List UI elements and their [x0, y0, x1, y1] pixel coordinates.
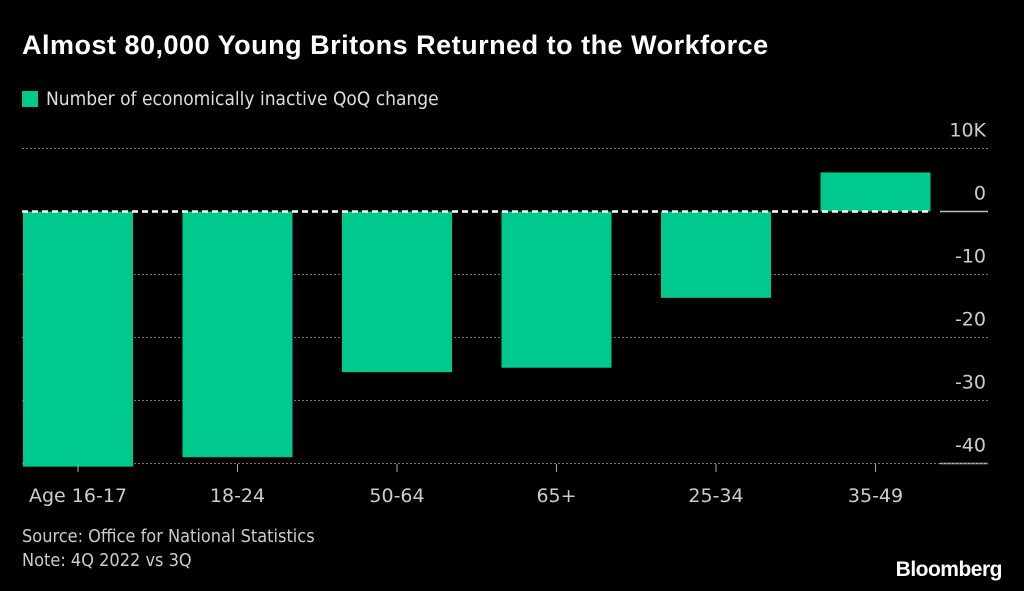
bar-18-24 [182, 211, 293, 458]
y-tick-label: -30 [955, 372, 986, 394]
y-tick-label: 10K [949, 120, 986, 142]
y-tick-label: -20 [955, 309, 986, 331]
bloomberg-logo: Bloomberg [895, 558, 1003, 581]
y-tick-label: -10 [955, 246, 986, 268]
source-note: Source: Office for National Statistics [22, 526, 315, 547]
date-note: Note: 4Q 2022 vs 3Q [22, 550, 192, 571]
y-tick-label: 0 [974, 183, 986, 205]
x-tick-label: 18-24 [210, 485, 265, 507]
legend: Number of economically inactive QoQ chan… [22, 88, 439, 110]
bar-65- [501, 211, 612, 368]
bar-35-49 [820, 172, 931, 212]
bar-50-64 [342, 211, 452, 373]
chart-title: Almost 80,000 Young Britons Returned to … [22, 30, 769, 60]
legend-swatch [22, 91, 38, 107]
x-tick-label: 50-64 [369, 485, 424, 507]
x-tick-label: 25-34 [688, 485, 743, 507]
y-tick-label: -40 [955, 435, 986, 457]
bar-age-16-17 [23, 211, 133, 467]
x-tick-label: 65+ [536, 485, 576, 507]
x-tick-label: 35-49 [848, 485, 903, 507]
x-tick-label: Age 16-17 [29, 485, 127, 507]
bar-25-34 [661, 211, 771, 298]
legend-label: Number of economically inactive QoQ chan… [46, 88, 439, 110]
